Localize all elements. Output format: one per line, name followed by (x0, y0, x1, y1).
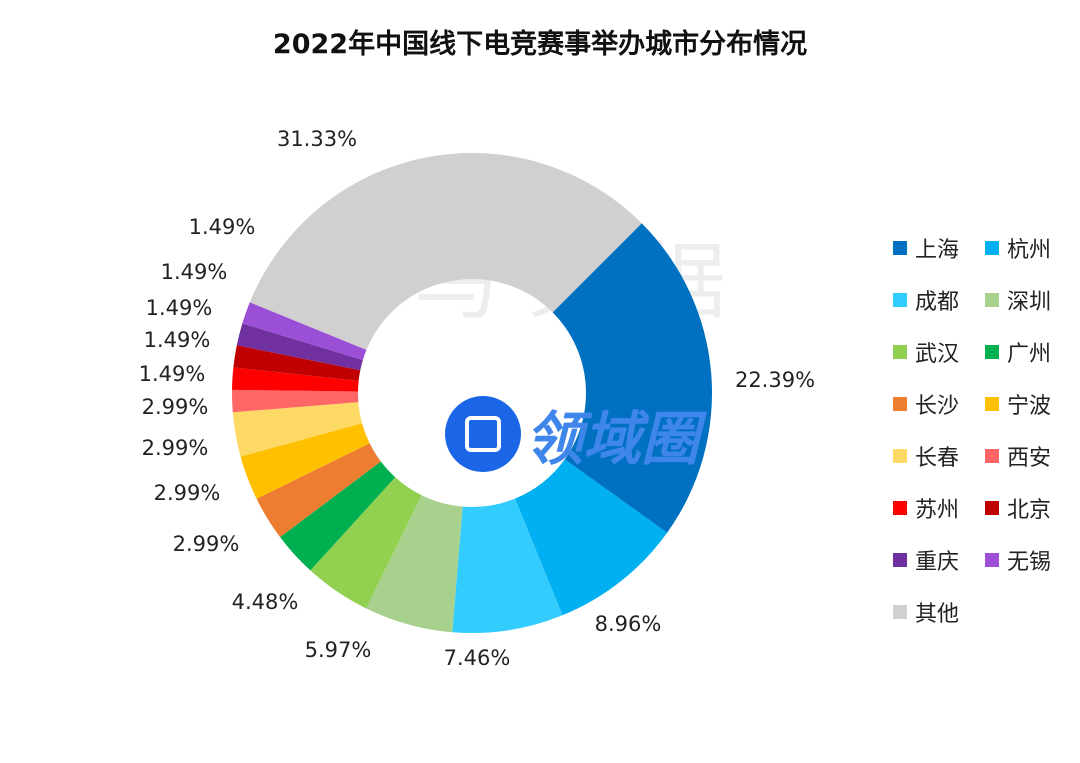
legend-swatch (985, 293, 999, 307)
data-label: 1.49% (146, 296, 213, 320)
legend-item: 上海 (893, 234, 985, 263)
data-label: 2.99% (173, 532, 240, 556)
data-label: 5.97% (305, 638, 372, 662)
data-label: 2.99% (142, 436, 209, 460)
legend-item: 深圳 (985, 286, 1077, 315)
slice-深圳 (366, 495, 463, 633)
legend-label: 苏州 (915, 498, 960, 523)
data-label: 1.49% (189, 215, 256, 239)
legend-swatch (893, 241, 907, 255)
slice-其他 (249, 153, 642, 350)
logo-text: 领域圈 (525, 405, 700, 473)
legend-label: 重庆 (915, 550, 960, 575)
legend-label: 长沙 (915, 394, 960, 419)
legend-item: 重庆 (893, 546, 985, 575)
legend-label: 长春 (915, 446, 960, 471)
legend-item: 武汉 (893, 338, 985, 367)
slice-长春 (232, 402, 363, 457)
legend-swatch (985, 501, 999, 515)
legend-item: 广州 (985, 338, 1077, 367)
legend-label: 北京 (1007, 498, 1052, 523)
legend-swatch (985, 241, 999, 255)
legend-label: 成都 (915, 290, 960, 315)
legend-swatch (985, 345, 999, 359)
legend-swatch (893, 449, 907, 463)
slice-长沙 (256, 443, 381, 538)
legend-label: 深圳 (1007, 290, 1052, 315)
data-label: 2.99% (142, 395, 209, 419)
data-label: 7.46% (444, 646, 511, 670)
legend-item: 长春 (893, 442, 985, 471)
legend-item: 其他 (893, 598, 985, 627)
slice-杭州 (514, 459, 668, 616)
slice-成都 (452, 498, 563, 634)
legend-item: 苏州 (893, 494, 985, 523)
legend-item: 宁波 (985, 390, 1077, 419)
legend-label: 武汉 (915, 342, 960, 367)
legend-label: 其他 (915, 602, 960, 627)
slice-重庆 (236, 323, 363, 371)
data-label: 31.33% (277, 127, 357, 151)
legend-swatch (893, 345, 907, 359)
slice-北京 (233, 345, 361, 381)
legend-swatch (985, 553, 999, 567)
data-label: 8.96% (595, 612, 662, 636)
legend: 上海 杭州成都 深圳武汉 广州长沙 宁波长春 西安苏州 北京重庆 无锡其他 (893, 234, 1077, 627)
legend-swatch (893, 605, 907, 619)
watermark-logo: 领域圈 (445, 392, 699, 476)
slice-广州 (280, 461, 396, 571)
legend-label: 广州 (1007, 342, 1052, 367)
legend-swatch (893, 397, 907, 411)
slice-武汉 (310, 477, 422, 609)
legend-label: 杭州 (1007, 238, 1052, 263)
legend-item: 长沙 (893, 390, 985, 419)
legend-item: 北京 (985, 494, 1077, 523)
legend-swatch (893, 293, 907, 307)
slice-上海 (552, 223, 712, 533)
legend-item: 无锡 (985, 546, 1077, 575)
slice-西安 (232, 389, 359, 413)
legend-item: 西安 (985, 442, 1077, 471)
slice-宁波 (240, 423, 370, 499)
legend-label: 西安 (1007, 446, 1052, 471)
slice-苏州 (232, 367, 359, 392)
data-label: 1.49% (144, 328, 211, 352)
legend-swatch (893, 553, 907, 567)
legend-label: 上海 (915, 238, 960, 263)
data-label: 2.99% (154, 481, 221, 505)
data-label: 22.39% (735, 368, 815, 392)
legend-item: 杭州 (985, 234, 1077, 263)
legend-label: 无锡 (1007, 550, 1052, 575)
chart-title: 2022年中国线下电竞赛事举办城市分布情况 (272, 29, 808, 60)
legend-item: 成都 (893, 286, 985, 315)
legend-swatch (893, 501, 907, 515)
data-label: 1.49% (161, 260, 228, 284)
logo-icon (445, 396, 521, 472)
data-label: 4.48% (232, 590, 299, 614)
legend-label: 宁波 (1007, 394, 1052, 419)
legend-swatch (985, 449, 999, 463)
data-label: 1.49% (139, 362, 206, 386)
slice-无锡 (242, 302, 367, 360)
legend-swatch (985, 397, 999, 411)
